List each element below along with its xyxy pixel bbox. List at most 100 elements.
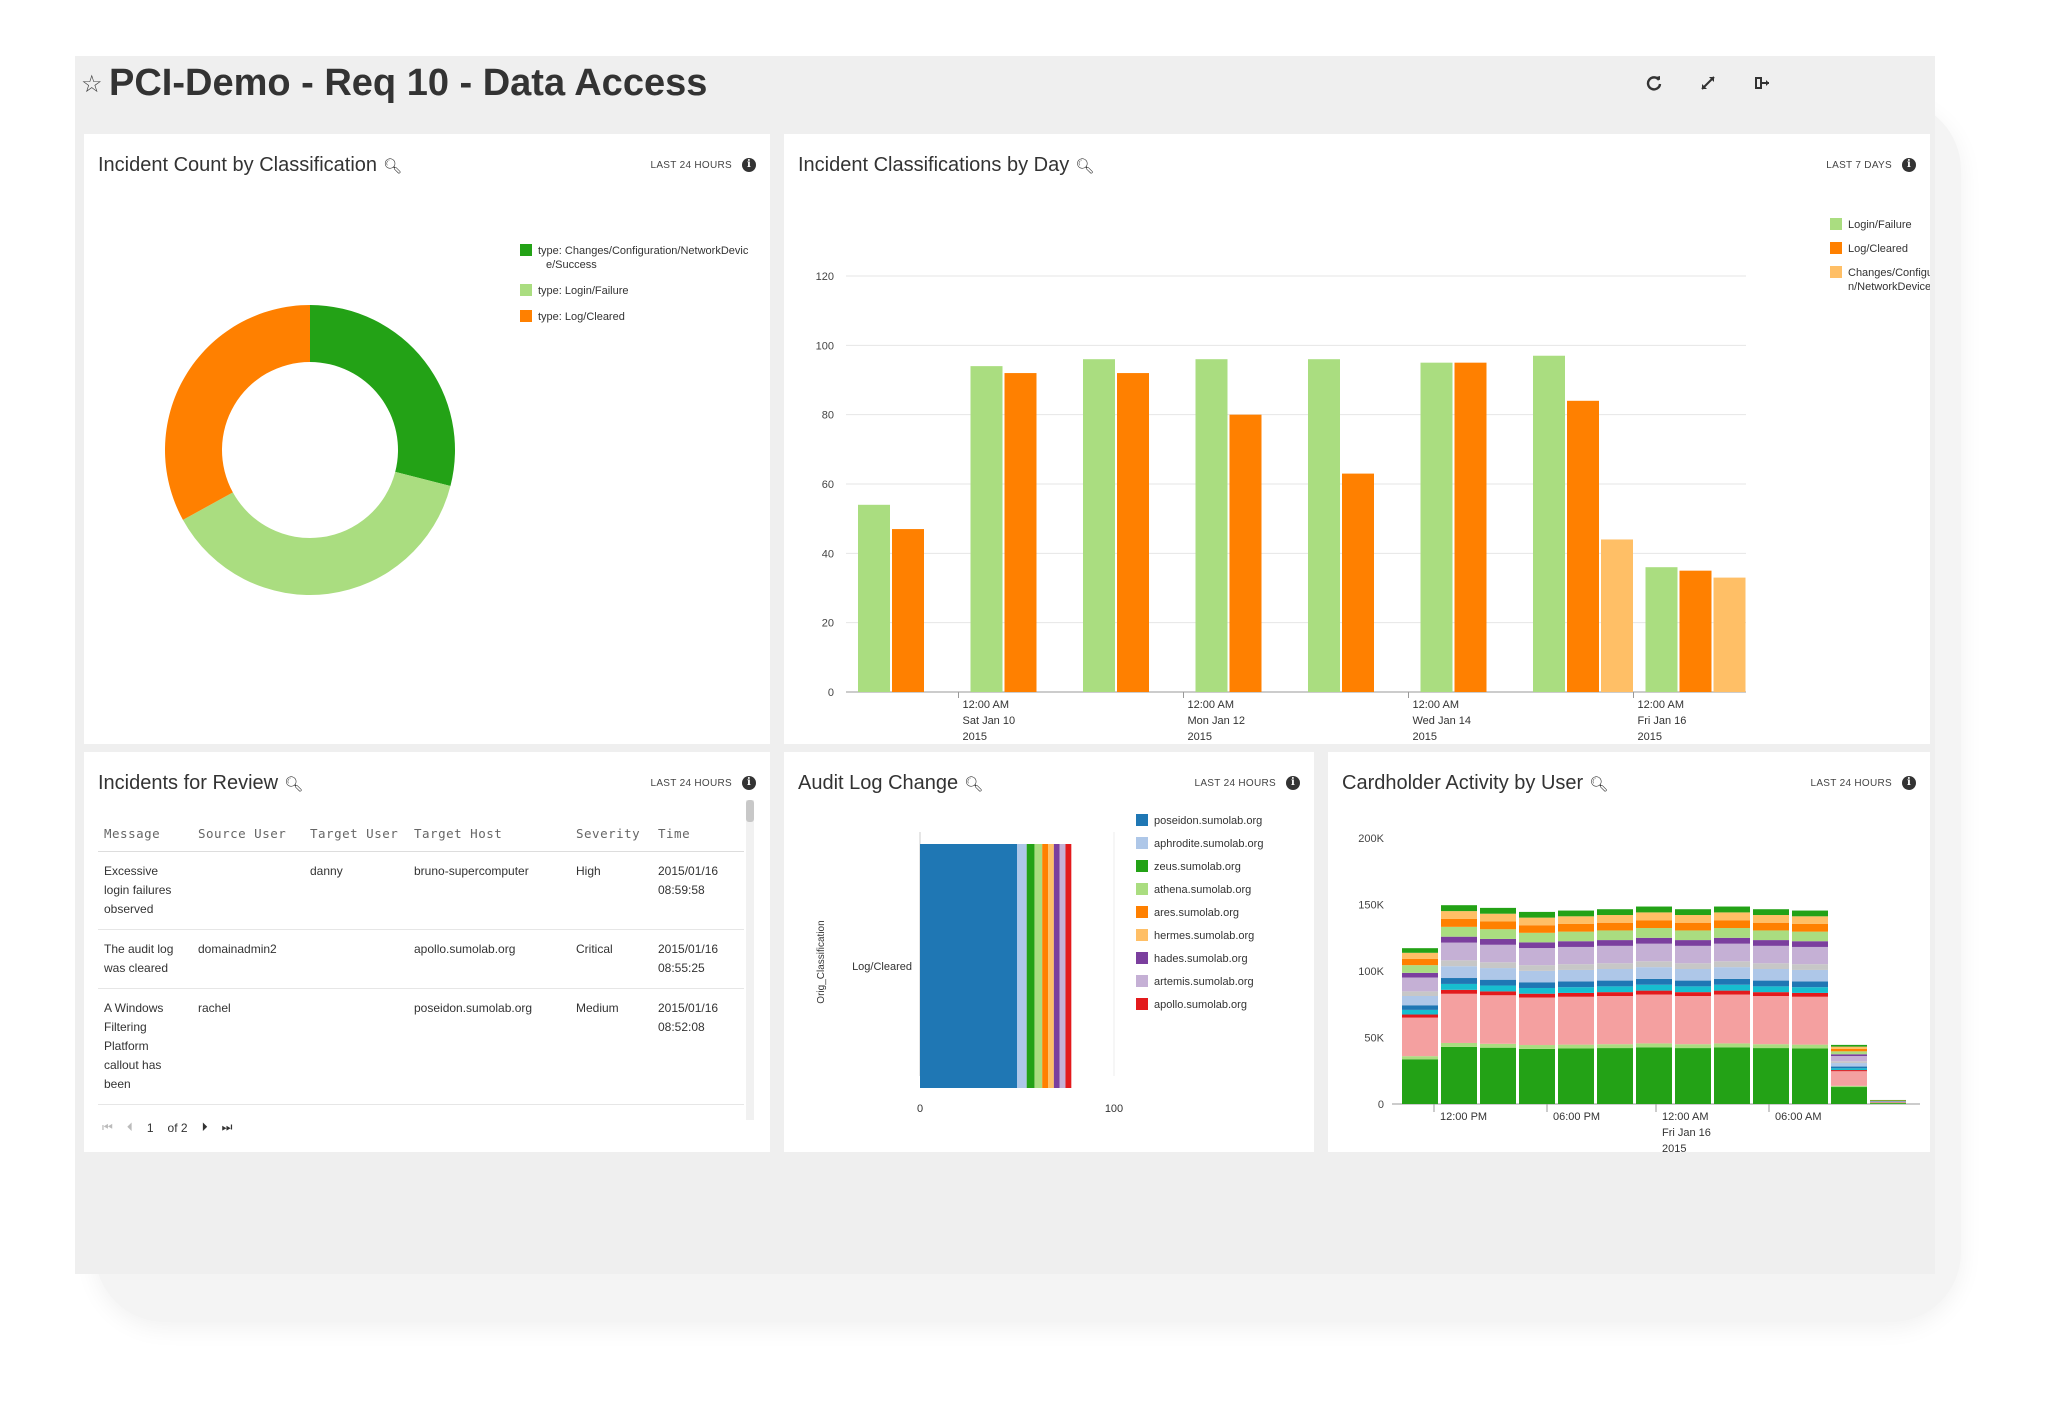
- time-range[interactable]: LAST 24 HOURS i: [1810, 776, 1916, 790]
- bar-segment: [1402, 958, 1438, 966]
- bar-segment: [1519, 925, 1555, 933]
- legend-label: hermes.sumolab.org: [1154, 930, 1254, 942]
- bar-segment: [1597, 1044, 1633, 1049]
- next-page-icon[interactable]: ⏵: [201, 1120, 208, 1134]
- bar-segment: [1831, 1063, 1867, 1067]
- bar-segment: [1714, 990, 1750, 995]
- legend-swatch: [1136, 837, 1148, 849]
- time-range-label: LAST 24 HOURS: [1810, 777, 1892, 789]
- bar-segment: [1831, 1087, 1867, 1104]
- refresh-icon[interactable]: [1641, 70, 1667, 96]
- panel-incident-count: Incident Count by Classification 🔍︎ LAST …: [84, 134, 770, 744]
- panel-cardholder: Cardholder Activity by User 🔍︎ LAST 24 HO…: [1328, 752, 1930, 1152]
- legend-swatch: [1136, 998, 1148, 1010]
- bar-segment: [1558, 964, 1594, 970]
- time-range[interactable]: LAST 7 DAYS i: [1826, 158, 1916, 172]
- bar-segment: [1519, 987, 1555, 994]
- table-row[interactable]: The audit log was cleared domainadmin2 a…: [98, 929, 744, 989]
- column-header[interactable]: Time: [652, 822, 744, 852]
- bar-segment: [1558, 910, 1594, 917]
- search-icon[interactable]: 🔍︎: [1589, 776, 1609, 793]
- bar-segment: [1753, 1044, 1789, 1049]
- legend-swatch: [1830, 242, 1842, 254]
- column-header[interactable]: Message: [98, 822, 192, 852]
- bar-segment: [1831, 1051, 1867, 1055]
- scrollbar-thumb[interactable]: [746, 800, 754, 822]
- x-tick-label: 2015: [1638, 731, 1662, 743]
- time-range-label: LAST 24 HOURS: [650, 159, 732, 171]
- cell-severity: High: [570, 851, 652, 930]
- cell-source-user: domainadmin2: [192, 929, 304, 989]
- dashboard-header: ☆ PCI-Demo - Req 10 - Data Access: [75, 56, 1935, 130]
- info-icon[interactable]: i: [1286, 776, 1300, 790]
- legend-label: Login/Failure: [1848, 219, 1912, 231]
- info-icon[interactable]: i: [1902, 158, 1916, 172]
- first-page-icon[interactable]: ⏮: [102, 1120, 113, 1134]
- time-range-label: LAST 7 DAYS: [1826, 159, 1892, 171]
- page-number[interactable]: 1: [146, 1120, 154, 1135]
- legend-label: artemis.sumolab.org: [1154, 976, 1254, 988]
- donut-chart: type: Changes/Configuration/NetworkDevic…: [165, 244, 749, 595]
- bar-segment: [1480, 1047, 1516, 1104]
- column-header[interactable]: Target User: [304, 822, 408, 852]
- y-tick-label: Log/Cleared: [852, 961, 912, 973]
- bar-segment: [1519, 993, 1555, 998]
- bar-segment: [1597, 986, 1633, 993]
- panel-title: Incident Classifications by Day 🔍︎: [798, 154, 1094, 177]
- bar-segment: [1480, 907, 1516, 914]
- info-icon[interactable]: i: [742, 158, 756, 172]
- y-tick-label: 100: [816, 340, 834, 352]
- bar-segment: [1441, 936, 1477, 943]
- bar: [1601, 539, 1633, 692]
- bar-segment: [1636, 967, 1672, 979]
- bar-segment: [1792, 996, 1828, 1045]
- search-icon[interactable]: 🔍︎: [383, 158, 403, 175]
- legend-swatch: [1136, 883, 1148, 895]
- legend-label: e/Success: [546, 259, 597, 271]
- legend-label: type: Log/Cleared: [538, 311, 625, 323]
- bar-segment: [1792, 981, 1828, 988]
- search-icon[interactable]: 🔍︎: [1075, 158, 1095, 175]
- star-icon[interactable]: ☆: [81, 71, 103, 98]
- column-header[interactable]: Target Host: [408, 822, 570, 852]
- bar: [970, 366, 1003, 692]
- legend-label: Log/Cleared: [1848, 243, 1908, 255]
- last-page-icon[interactable]: ⏭: [221, 1120, 233, 1134]
- bar-segment: [1597, 909, 1633, 916]
- bar-segment: [1636, 1043, 1672, 1048]
- bar-segment: [1714, 920, 1750, 929]
- cell-target-user: [304, 988, 408, 1105]
- bar-segment: [1831, 1056, 1867, 1062]
- table-row[interactable]: Excessive login failures observed danny …: [98, 851, 744, 930]
- info-icon[interactable]: i: [742, 776, 756, 790]
- incidents-table: Message Source User Target User Target H…: [98, 822, 744, 1105]
- share-icon[interactable]: [1749, 70, 1775, 96]
- prev-page-icon[interactable]: ⏴: [126, 1120, 133, 1134]
- bar-segment: [1480, 921, 1516, 930]
- y-tick-label: 100K: [1358, 966, 1384, 978]
- bar-segment: [1675, 969, 1711, 981]
- expand-icon[interactable]: [1695, 70, 1721, 96]
- bar-segment: [1480, 979, 1516, 986]
- bar-segment: [1519, 932, 1555, 943]
- info-icon[interactable]: i: [1902, 776, 1916, 790]
- bar-segment: [1870, 1101, 1906, 1102]
- search-icon[interactable]: 🔍︎: [284, 776, 304, 793]
- column-header[interactable]: Source User: [192, 822, 304, 852]
- cell-time: 2015/01/16 08:59:58: [652, 851, 744, 930]
- table-scrollbar[interactable]: [746, 800, 754, 1120]
- bar-segment: [1714, 978, 1750, 985]
- table-row[interactable]: A Windows Filtering Platform callout has…: [98, 988, 744, 1105]
- column-header[interactable]: Severity: [570, 822, 652, 852]
- bar-segment: [1042, 844, 1049, 1088]
- x-tick-label: 2015: [963, 731, 987, 743]
- time-range[interactable]: LAST 24 HOURS i: [650, 776, 756, 790]
- time-range[interactable]: LAST 24 HOURS i: [1194, 776, 1300, 790]
- search-icon[interactable]: 🔍︎: [964, 776, 984, 793]
- time-range[interactable]: LAST 24 HOURS i: [650, 158, 756, 172]
- bar-segment: [1714, 994, 1750, 1044]
- bar-segment: [1636, 920, 1672, 929]
- bar-segment: [1558, 992, 1594, 997]
- x-tick-label: 12:00 PM: [1440, 1111, 1487, 1123]
- x-tick-label: 0: [917, 1103, 923, 1115]
